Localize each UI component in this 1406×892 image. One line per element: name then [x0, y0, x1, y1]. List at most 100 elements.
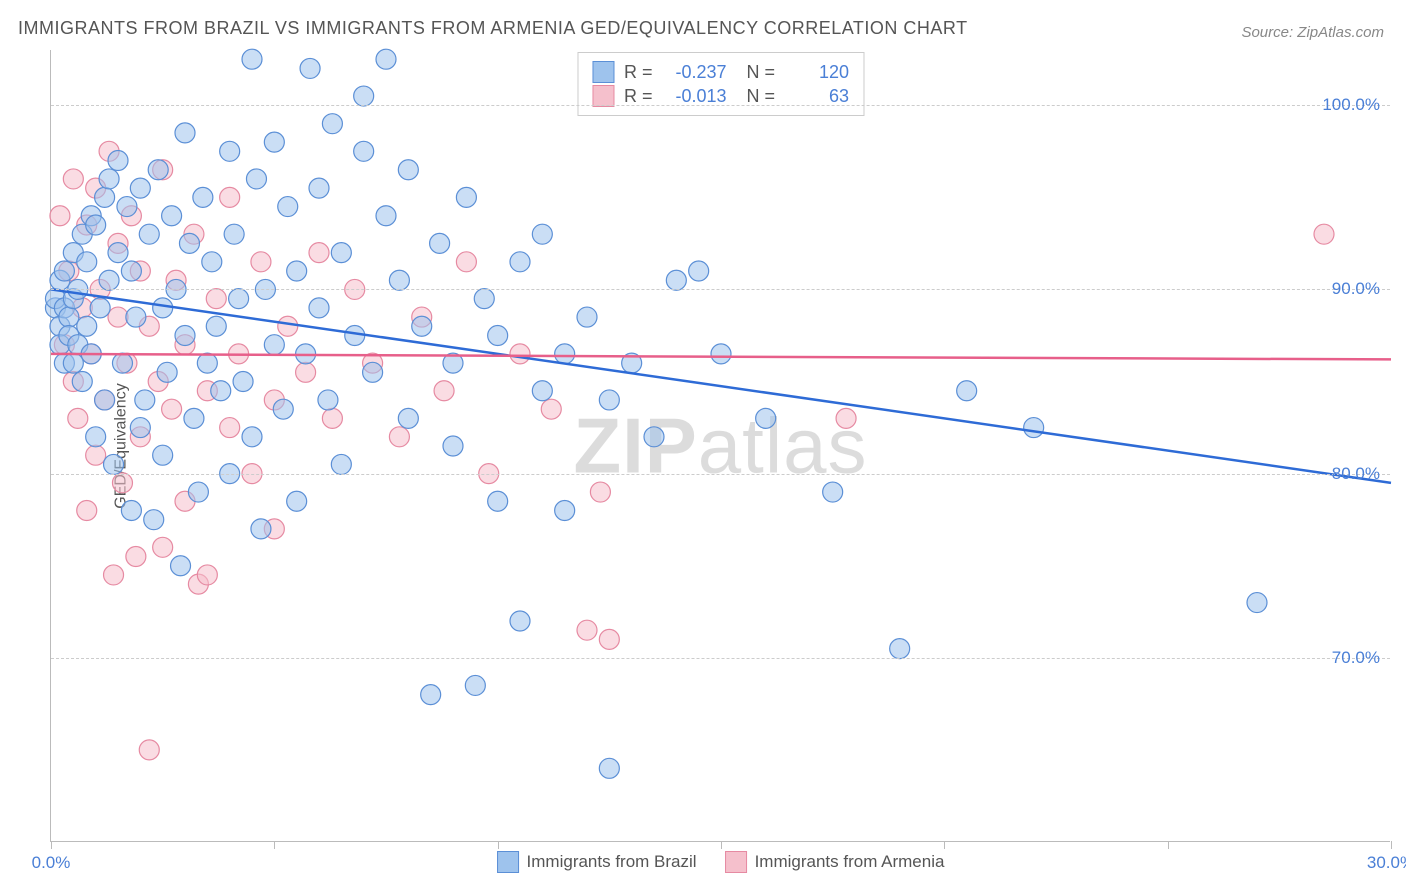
scatter-point	[242, 49, 262, 69]
scatter-point	[246, 169, 266, 189]
scatter-point	[376, 49, 396, 69]
legend-row: R =-0.013N =63	[592, 85, 849, 107]
xtick	[1391, 841, 1392, 849]
legend-n-value: 63	[785, 86, 849, 107]
legend-label: Immigrants from Armenia	[755, 852, 945, 872]
scatter-point	[242, 427, 262, 447]
scatter-point	[264, 132, 284, 152]
scatter-point	[188, 482, 208, 502]
scatter-point	[296, 362, 316, 382]
scatter-point	[157, 362, 177, 382]
scatter-point	[398, 160, 418, 180]
scatter-point	[666, 270, 686, 290]
scatter-point	[54, 261, 74, 281]
scatter-point	[104, 454, 124, 474]
scatter-point	[202, 252, 222, 272]
ytick-label: 80.0%	[1332, 464, 1380, 484]
scatter-point	[287, 491, 307, 511]
scatter-point	[555, 344, 575, 364]
scatter-point	[309, 243, 329, 263]
scatter-point	[220, 141, 240, 161]
scatter-point	[175, 123, 195, 143]
xtick	[274, 841, 275, 849]
gridline-horizontal	[51, 474, 1390, 475]
scatter-point	[434, 381, 454, 401]
xtick	[944, 841, 945, 849]
scatter-point	[108, 151, 128, 171]
legend-n-value: 120	[785, 62, 849, 83]
chart-svg	[51, 50, 1390, 841]
scatter-point	[331, 454, 351, 474]
legend-swatch	[592, 85, 614, 107]
scatter-point	[184, 408, 204, 428]
xtick	[51, 841, 52, 849]
scatter-point	[63, 169, 83, 189]
scatter-point	[95, 187, 115, 207]
scatter-point	[68, 408, 88, 428]
scatter-point	[430, 233, 450, 253]
scatter-point	[376, 206, 396, 226]
scatter-point	[206, 289, 226, 309]
scatter-point	[398, 408, 418, 428]
correlation-legend: R =-0.237N =120R =-0.013N =63	[577, 52, 864, 116]
scatter-point	[331, 243, 351, 263]
scatter-point	[144, 510, 164, 530]
scatter-point	[474, 289, 494, 309]
scatter-point	[456, 187, 476, 207]
scatter-point	[412, 316, 432, 336]
scatter-point	[711, 344, 731, 364]
gridline-horizontal	[51, 658, 1390, 659]
gridline-horizontal	[51, 289, 1390, 290]
scatter-point	[77, 500, 97, 520]
scatter-point	[229, 289, 249, 309]
scatter-point	[465, 675, 485, 695]
legend-r-label: R =	[624, 86, 653, 107]
scatter-point	[823, 482, 843, 502]
scatter-point	[599, 390, 619, 410]
scatter-point	[77, 316, 97, 336]
legend-n-label: N =	[747, 62, 776, 83]
scatter-point	[86, 215, 106, 235]
scatter-point	[273, 399, 293, 419]
scatter-point	[278, 197, 298, 217]
scatter-point	[555, 500, 575, 520]
scatter-point	[363, 362, 383, 382]
scatter-point	[354, 141, 374, 161]
scatter-point	[456, 252, 476, 272]
scatter-point	[1314, 224, 1334, 244]
legend-r-value: -0.237	[663, 62, 727, 83]
scatter-point	[117, 197, 137, 217]
xtick	[721, 841, 722, 849]
scatter-point	[211, 381, 231, 401]
scatter-point	[322, 408, 342, 428]
scatter-point	[599, 629, 619, 649]
scatter-point	[532, 224, 552, 244]
scatter-point	[322, 114, 342, 134]
legend-n-label: N =	[747, 86, 776, 107]
legend-swatch	[725, 851, 747, 873]
scatter-point	[99, 270, 119, 290]
scatter-point	[599, 758, 619, 778]
scatter-point	[890, 639, 910, 659]
scatter-point	[577, 620, 597, 640]
legend-row: R = -0.237 N = 120	[592, 61, 849, 83]
scatter-point	[153, 445, 173, 465]
scatter-point	[179, 233, 199, 253]
scatter-point	[206, 316, 226, 336]
scatter-point	[153, 298, 173, 318]
scatter-point	[130, 178, 150, 198]
scatter-point	[108, 243, 128, 263]
legend-r-label: R =	[624, 62, 653, 83]
scatter-point	[135, 390, 155, 410]
scatter-point	[112, 353, 132, 373]
scatter-point	[421, 685, 441, 705]
xtick-label: 0.0%	[32, 853, 71, 873]
scatter-point	[95, 390, 115, 410]
scatter-point	[126, 307, 146, 327]
series-legend: Immigrants from BrazilImmigrants from Ar…	[497, 851, 945, 873]
scatter-point	[443, 436, 463, 456]
scatter-point	[90, 298, 110, 318]
scatter-point	[77, 252, 97, 272]
scatter-point	[139, 224, 159, 244]
scatter-point	[86, 427, 106, 447]
